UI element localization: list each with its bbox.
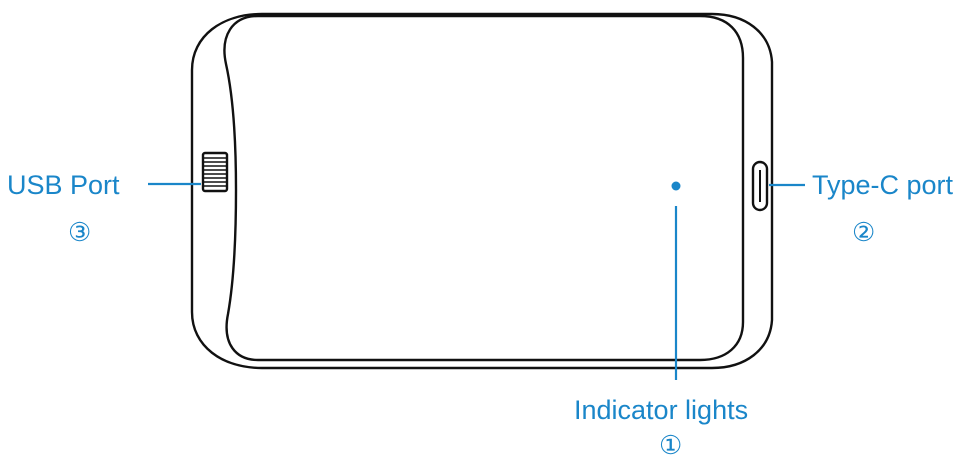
- type-c-port-number: ②: [852, 218, 875, 248]
- indicator-lights-number: ①: [659, 431, 682, 457]
- usb-port-grille: [203, 157, 227, 187]
- device-inner-panel: [223, 14, 745, 362]
- type-c-port-label: Type-C port: [812, 170, 954, 200]
- indicator-light-dot: [671, 181, 681, 191]
- usb-port-number: ③: [68, 218, 91, 248]
- usb-port-label: USB Port: [7, 170, 120, 200]
- indicator-lights-label: Indicator lights: [574, 395, 748, 425]
